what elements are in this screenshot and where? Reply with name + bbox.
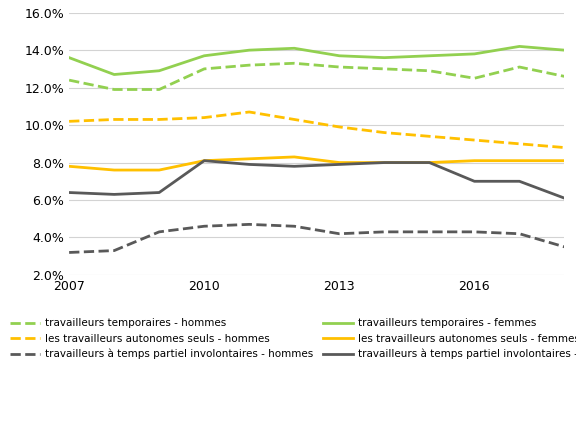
travailleurs à temps partiel involontaires - hommes: [246, 222, 253, 227]
travailleurs temporaires - femmes: [336, 53, 343, 58]
travailleurs à temps partiel involontaires - hommes: [156, 229, 162, 234]
travailleurs à temps partiel involontaires - hommes: [516, 231, 523, 236]
travailleurs à temps partiel involontaires - hommes: [291, 224, 298, 229]
les travailleurs autonomes seuls - hommes: [426, 134, 433, 139]
travailleurs temporaires - femmes: [246, 48, 253, 53]
travailleurs temporaires - hommes: [66, 77, 73, 82]
travailleurs à temps partiel involontaires - femmes: [336, 162, 343, 167]
travailleurs à temps partiel involontaires - femmes: [426, 160, 433, 165]
les travailleurs autonomes seuls - femmes: [201, 158, 208, 163]
travailleurs à temps partiel involontaires - femmes: [156, 190, 162, 195]
travailleurs temporaires - femmes: [156, 68, 162, 73]
travailleurs temporaires - hommes: [561, 74, 568, 79]
Legend: travailleurs temporaires - hommes, les travailleurs autonomes seuls - hommes, tr: travailleurs temporaires - hommes, les t…: [6, 314, 576, 363]
travailleurs à temps partiel involontaires - hommes: [201, 224, 208, 229]
Line: travailleurs temporaires - hommes: travailleurs temporaires - hommes: [69, 63, 564, 90]
les travailleurs autonomes seuls - femmes: [246, 156, 253, 161]
les travailleurs autonomes seuls - hommes: [291, 117, 298, 122]
les travailleurs autonomes seuls - femmes: [516, 158, 523, 163]
travailleurs à temps partiel involontaires - femmes: [201, 158, 208, 163]
travailleurs temporaires - hommes: [201, 66, 208, 71]
les travailleurs autonomes seuls - hommes: [336, 124, 343, 129]
travailleurs à temps partiel involontaires - hommes: [471, 229, 478, 234]
travailleurs temporaires - hommes: [246, 63, 253, 68]
travailleurs à temps partiel involontaires - hommes: [111, 248, 118, 253]
travailleurs temporaires - hommes: [516, 64, 523, 69]
travailleurs temporaires - hommes: [426, 68, 433, 73]
travailleurs à temps partiel involontaires - femmes: [516, 179, 523, 184]
travailleurs temporaires - femmes: [381, 55, 388, 60]
les travailleurs autonomes seuls - femmes: [471, 158, 478, 163]
les travailleurs autonomes seuls - hommes: [66, 119, 73, 124]
les travailleurs autonomes seuls - hommes: [111, 117, 118, 122]
travailleurs temporaires - femmes: [201, 53, 208, 58]
travailleurs à temps partiel involontaires - hommes: [381, 229, 388, 234]
travailleurs temporaires - femmes: [111, 72, 118, 77]
travailleurs temporaires - hommes: [471, 76, 478, 81]
les travailleurs autonomes seuls - hommes: [561, 145, 568, 150]
les travailleurs autonomes seuls - hommes: [246, 110, 253, 115]
Line: travailleurs temporaires - femmes: travailleurs temporaires - femmes: [69, 47, 564, 74]
travailleurs à temps partiel involontaires - femmes: [291, 164, 298, 169]
les travailleurs autonomes seuls - hommes: [471, 137, 478, 143]
travailleurs temporaires - hommes: [156, 87, 162, 92]
travailleurs à temps partiel involontaires - femmes: [471, 179, 478, 184]
travailleurs à temps partiel involontaires - femmes: [246, 162, 253, 167]
travailleurs à temps partiel involontaires - hommes: [66, 250, 73, 255]
les travailleurs autonomes seuls - femmes: [66, 164, 73, 169]
travailleurs temporaires - hommes: [381, 66, 388, 71]
travailleurs temporaires - hommes: [111, 87, 118, 92]
les travailleurs autonomes seuls - hommes: [516, 141, 523, 146]
les travailleurs autonomes seuls - femmes: [561, 158, 568, 163]
travailleurs temporaires - femmes: [291, 46, 298, 51]
Line: travailleurs à temps partiel involontaires - hommes: travailleurs à temps partiel involontair…: [69, 224, 564, 253]
travailleurs à temps partiel involontaires - femmes: [381, 160, 388, 165]
travailleurs temporaires - femmes: [516, 44, 523, 49]
les travailleurs autonomes seuls - hommes: [381, 130, 388, 135]
Line: les travailleurs autonomes seuls - femmes: les travailleurs autonomes seuls - femme…: [69, 157, 564, 170]
les travailleurs autonomes seuls - femmes: [381, 160, 388, 165]
travailleurs temporaires - femmes: [471, 51, 478, 56]
les travailleurs autonomes seuls - femmes: [336, 160, 343, 165]
travailleurs temporaires - femmes: [426, 53, 433, 58]
travailleurs temporaires - femmes: [66, 55, 73, 60]
les travailleurs autonomes seuls - femmes: [111, 168, 118, 173]
travailleurs à temps partiel involontaires - hommes: [561, 244, 568, 250]
les travailleurs autonomes seuls - femmes: [291, 154, 298, 159]
les travailleurs autonomes seuls - femmes: [426, 160, 433, 165]
travailleurs à temps partiel involontaires - hommes: [336, 231, 343, 236]
les travailleurs autonomes seuls - femmes: [156, 168, 162, 173]
travailleurs temporaires - femmes: [561, 48, 568, 53]
travailleurs à temps partiel involontaires - femmes: [111, 192, 118, 197]
travailleurs à temps partiel involontaires - femmes: [66, 190, 73, 195]
travailleurs temporaires - hommes: [291, 61, 298, 66]
Line: les travailleurs autonomes seuls - hommes: les travailleurs autonomes seuls - homme…: [69, 112, 564, 148]
travailleurs à temps partiel involontaires - femmes: [561, 195, 568, 201]
les travailleurs autonomes seuls - hommes: [156, 117, 162, 122]
travailleurs temporaires - hommes: [336, 64, 343, 69]
Line: travailleurs à temps partiel involontaires - femmes: travailleurs à temps partiel involontair…: [69, 161, 564, 198]
les travailleurs autonomes seuls - hommes: [201, 115, 208, 120]
travailleurs à temps partiel involontaires - hommes: [426, 229, 433, 234]
